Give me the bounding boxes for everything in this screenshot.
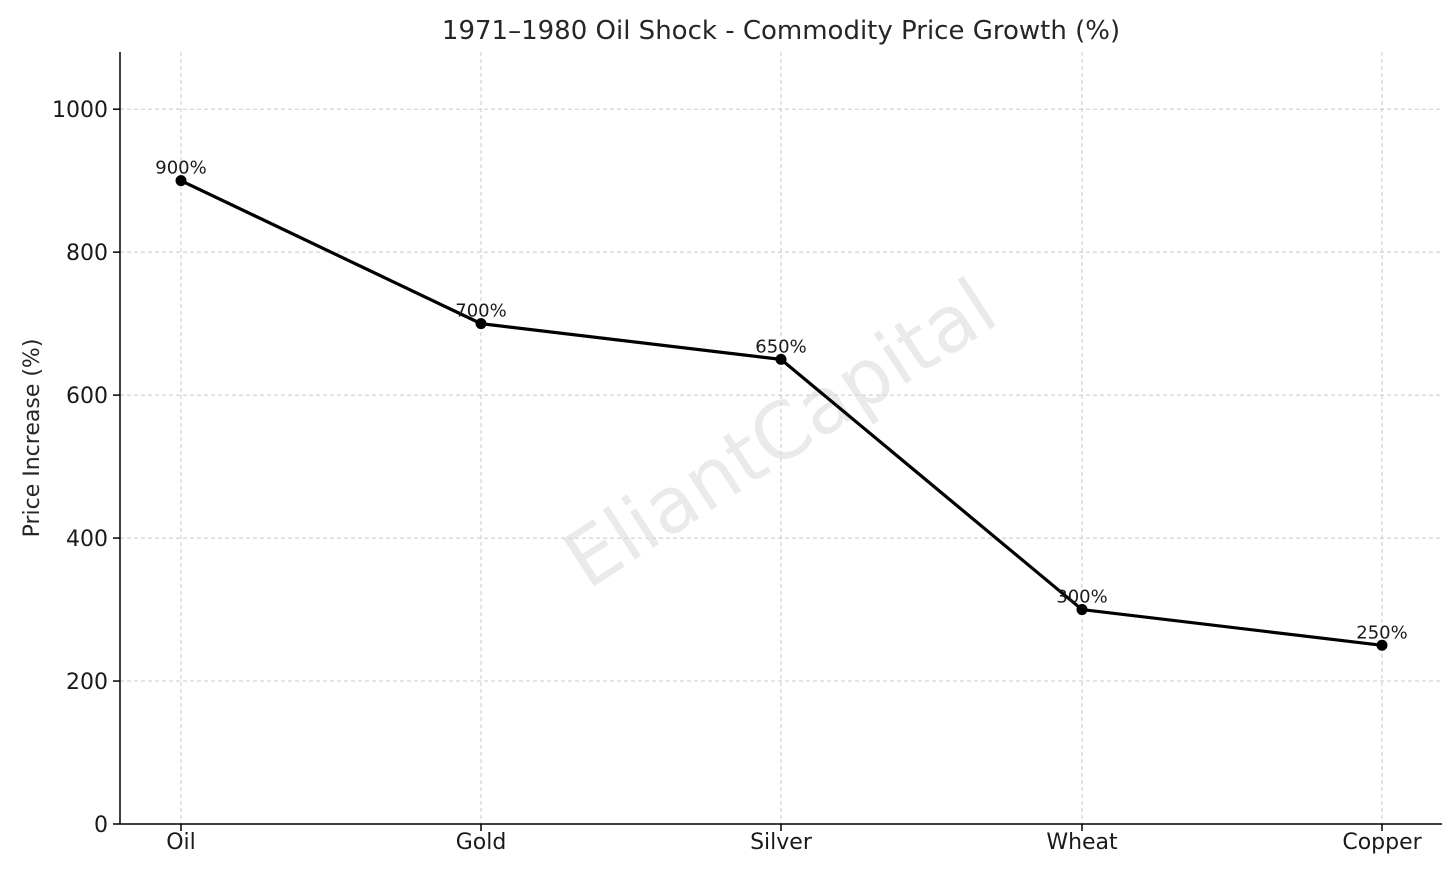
y-tick-label: 400 xyxy=(66,527,108,552)
y-tick-label: 800 xyxy=(66,241,108,266)
x-tick-label: Oil xyxy=(166,830,196,855)
x-tick-label: Silver xyxy=(750,830,813,855)
data-label: 250% xyxy=(1356,622,1407,643)
y-tick-label: 0 xyxy=(94,813,108,838)
data-label: 650% xyxy=(755,336,806,357)
data-label: 700% xyxy=(455,301,506,322)
data-point xyxy=(175,175,187,187)
chart-title: 1971–1980 Oil Shock - Commodity Price Gr… xyxy=(442,16,1120,46)
data-label: 300% xyxy=(1056,587,1107,608)
x-tick-label: Copper xyxy=(1342,830,1422,855)
x-tick-label: Wheat xyxy=(1046,830,1118,855)
data-point xyxy=(1076,604,1088,616)
tick-layer: 0 200 400 600 800 1000 Oil Gold Silver Wheat Coppe… xyxy=(52,98,1423,855)
data-point xyxy=(775,353,787,365)
y-axis-label: Price Increase (%) xyxy=(20,339,45,538)
x-tick-label: Gold xyxy=(456,830,507,855)
data-point xyxy=(475,318,487,330)
series-layer: 900% 700% 650% 300% 250% xyxy=(155,158,1408,651)
data-label: 900% xyxy=(155,158,206,179)
data-point xyxy=(1376,639,1388,651)
y-tick-label: 200 xyxy=(66,670,108,695)
y-tick-label: 600 xyxy=(66,384,108,409)
y-tick-label: 1000 xyxy=(52,98,108,123)
